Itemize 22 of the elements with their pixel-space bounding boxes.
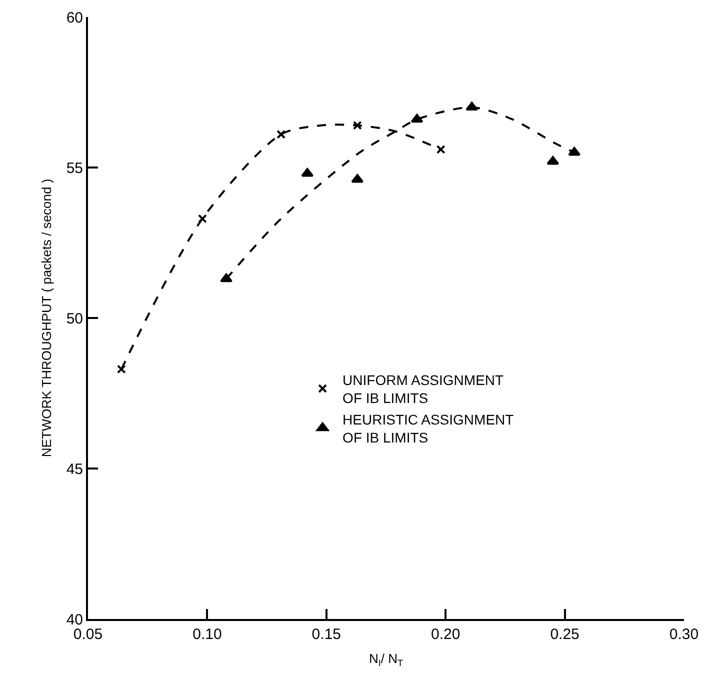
- point: [198, 214, 207, 224]
- x-tick-label: 0.25: [550, 626, 580, 643]
- x-tick-label: 0.05: [73, 626, 103, 643]
- x-axis-title: N$_{I}$/ N$_{T}$: [368, 651, 404, 668]
- y-tick-label: 55: [66, 160, 83, 177]
- point: [352, 120, 362, 130]
- point: [116, 364, 126, 374]
- x-tick-label: 0.20: [431, 626, 460, 643]
- point: [546, 156, 560, 165]
- point: [410, 114, 424, 123]
- y-tick-label: 45: [66, 460, 83, 478]
- x-tick-label: 0.15: [312, 626, 341, 643]
- y-tick-label: 50: [66, 310, 83, 328]
- y-axis-title: NETWORK THROUGHPUT ( packets / second ): [38, 178, 54, 458]
- x-tick-label: 0.10: [192, 626, 222, 643]
- point: [436, 144, 446, 154]
- y-tick-label: 40: [66, 611, 83, 628]
- legend-label: UNIFORM ASSIGNMENT OF IB LIMITS: [342, 372, 504, 406]
- x-tick-label: 0.30: [669, 626, 699, 643]
- y-tick-label: 60: [66, 9, 83, 26]
- point: [276, 130, 286, 139]
- legend-label: HEURISTIC ASSIGNMENT OF IB LIMITS: [342, 411, 514, 446]
